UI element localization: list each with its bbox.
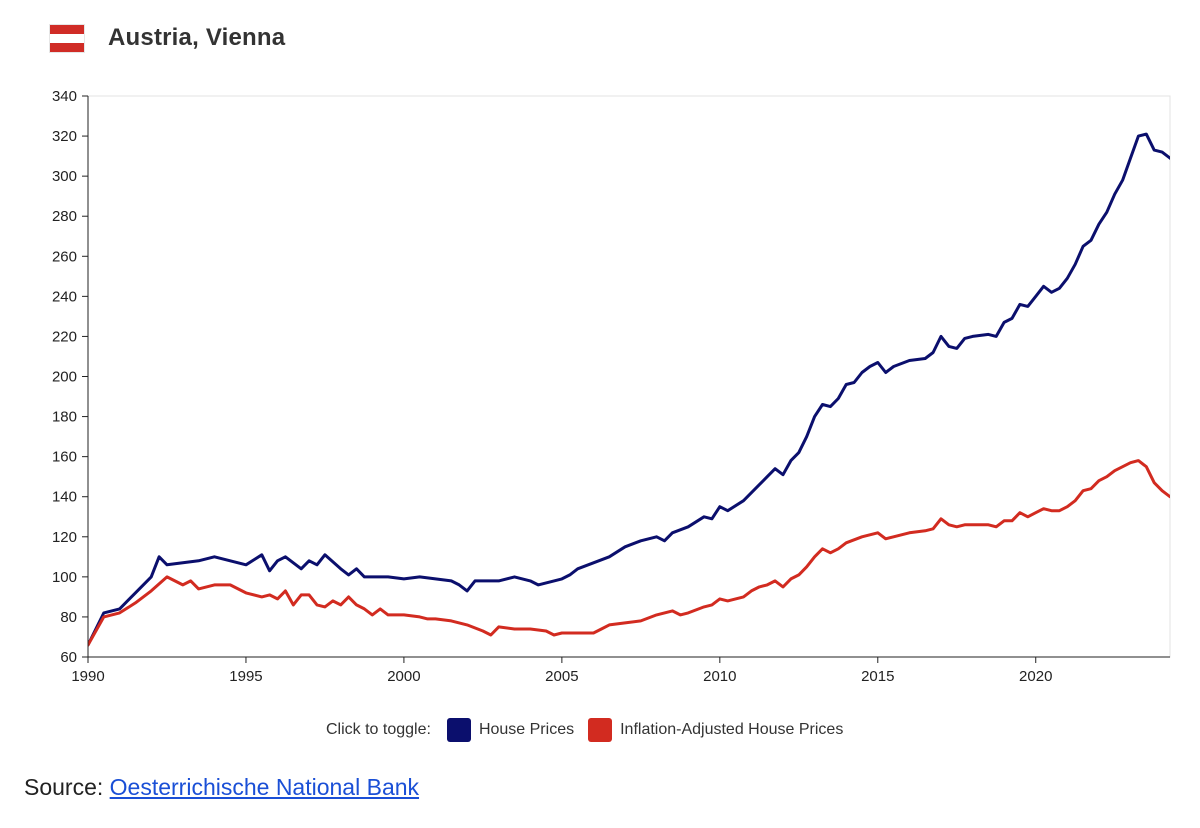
y-tick-label: 320 (52, 128, 77, 145)
legend-lead-text: Click to toggle: (326, 721, 431, 738)
chart-title: Austria, Vienna (108, 24, 286, 51)
y-tick-label: 340 (52, 88, 77, 105)
y-tick-label: 300 (52, 168, 77, 185)
y-tick-label: 180 (52, 409, 77, 426)
source-line: Source: Oesterrichische National Bank (24, 774, 419, 801)
flag-band-top (50, 24, 84, 34)
chart-header: Austria, Vienna (50, 24, 285, 52)
legend-item-inflation-adjusted[interactable]: Inflation-Adjusted House Prices (588, 718, 843, 742)
y-tick-label: 240 (52, 288, 77, 305)
series-line-house-prices (88, 132, 1170, 647)
y-tick-label: 160 (52, 449, 77, 466)
x-tick-label: 2010 (703, 668, 736, 685)
x-tick-label: 2015 (861, 668, 894, 685)
legend-swatch-inflation-adjusted (588, 718, 613, 742)
y-tick-label: 220 (52, 328, 77, 345)
y-tick-label: 60 (60, 649, 77, 666)
y-tick-label: 200 (52, 369, 77, 386)
legend-swatch-house-prices (446, 718, 471, 742)
legend-label-inflation-adjusted: Inflation-Adjusted House Prices (620, 721, 844, 738)
source-link[interactable]: Oesterrichische National Bank (109, 774, 420, 800)
line-chart: 60 80 100 120 140 160 180 200 220 240 260 280 300 320… (52, 88, 1171, 685)
legend-label-house-prices: House Prices (478, 721, 575, 738)
y-tick-label: 100 (52, 569, 77, 586)
x-tick-label: 1990 (71, 668, 104, 685)
source-prefix: Source: (24, 774, 104, 800)
austria-flag-icon (50, 24, 84, 52)
flag-band-middle (50, 33, 84, 43)
legend: Click to toggle: House Prices Inflation-… (326, 718, 857, 742)
x-tick-label: 2005 (545, 668, 578, 685)
y-tick-label: 260 (52, 248, 77, 265)
legend-item-house-prices[interactable]: House Prices (446, 718, 575, 742)
y-tick-label: 80 (60, 609, 77, 626)
plot-frame (87, 95, 1171, 658)
x-tick-label: 2000 (387, 668, 420, 685)
series-line-inflation-adjusted (88, 459, 1170, 647)
x-tick-label: 2020 (1019, 668, 1052, 685)
y-tick-label: 140 (52, 489, 77, 506)
x-tick-label: 1995 (229, 668, 262, 685)
y-tick-label: 120 (52, 529, 77, 546)
y-tick-label: 280 (52, 208, 77, 225)
flag-band-bottom (50, 42, 84, 52)
